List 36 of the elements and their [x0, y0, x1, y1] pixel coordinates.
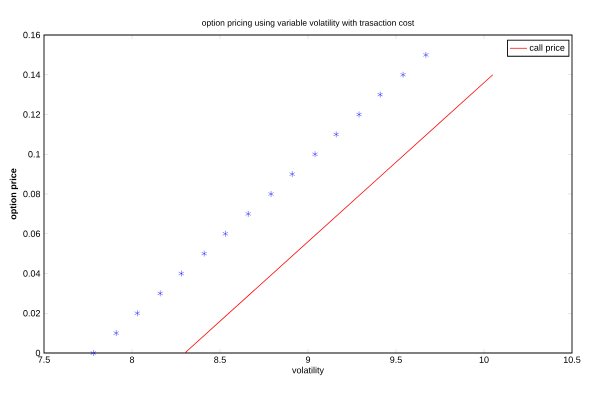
y-tick-label: 0.16: [23, 32, 40, 38]
point: [90, 350, 96, 356]
y-axis-title: option price: [10, 168, 18, 220]
x-tick-label: 10.5: [564, 356, 580, 363]
y-tick-label: 0.02: [23, 310, 40, 316]
point: [157, 290, 163, 297]
x-tick-label: 8: [130, 356, 134, 363]
point: [312, 151, 318, 158]
y-tick-label: 0.1: [28, 151, 40, 158]
y-tick-label: 0.12: [23, 111, 40, 118]
point: [222, 230, 228, 237]
point: [268, 190, 274, 198]
legend-label: call price: [530, 44, 564, 53]
point: [400, 72, 406, 78]
point: [356, 111, 362, 118]
x-axis-title: volatility: [292, 366, 324, 376]
y-tick-label: 0.08: [23, 190, 40, 198]
x-tick-label: 9: [306, 356, 310, 363]
x-tick-label: 10: [480, 356, 489, 363]
point: [377, 91, 383, 98]
x-tick-label: 7.5: [38, 356, 50, 363]
point: [134, 310, 140, 316]
point: [289, 170, 295, 178]
point: [201, 250, 207, 257]
y-tick-label: 0.06: [23, 230, 40, 237]
x-tick-label: 8.5: [214, 356, 226, 363]
y-tick-label: 0.04: [23, 270, 40, 277]
chart-title: option pricing using variable volatility with trasaction cost: [202, 20, 414, 28]
point: [178, 270, 184, 277]
y-tick-label: 0.14: [23, 72, 40, 78]
y-tick-label: 0: [36, 350, 40, 356]
point: [245, 210, 251, 218]
point: [333, 131, 339, 138]
point: [113, 330, 119, 336]
point: [423, 52, 429, 58]
x-tick-label: 9.5: [390, 356, 402, 363]
